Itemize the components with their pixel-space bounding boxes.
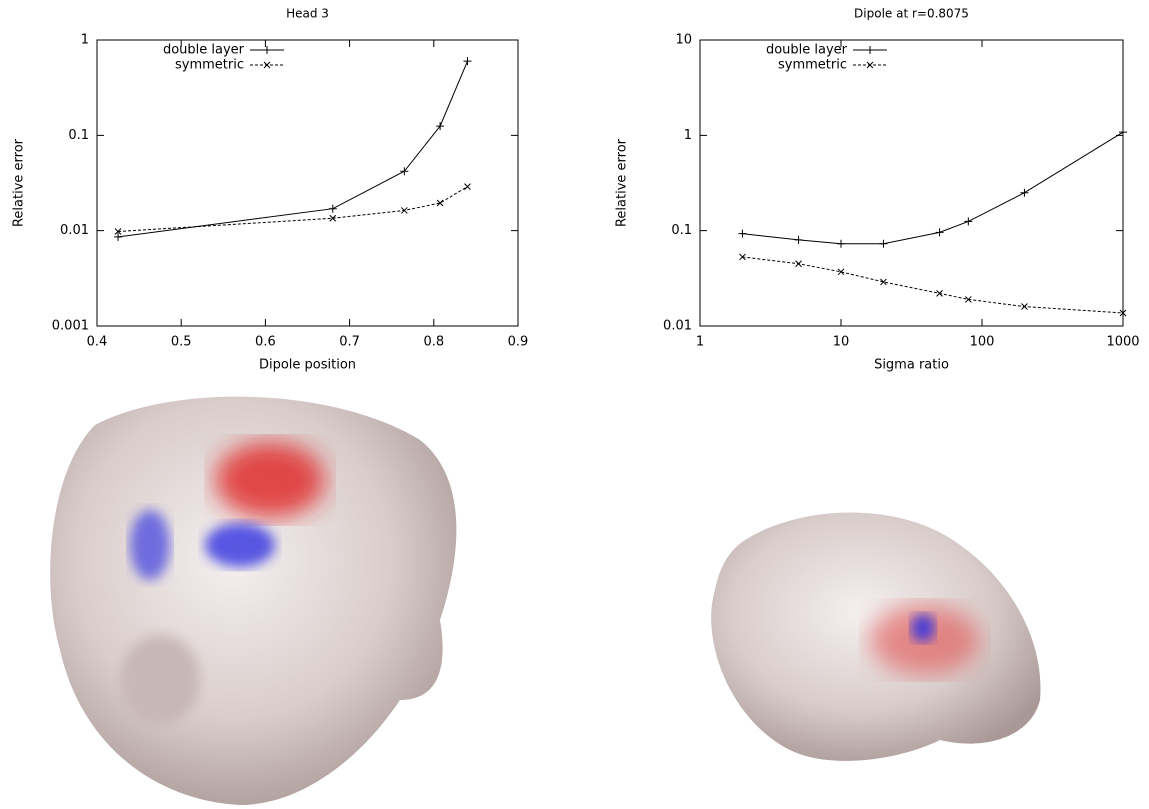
plot-frame — [96, 39, 519, 327]
point-marker — [1020, 188, 1029, 197]
x-tick-label: 0.5 — [171, 335, 192, 350]
y-axis-label: Relative error — [615, 138, 630, 227]
legend-label: double layer — [163, 43, 245, 58]
legend-label: symmetric — [175, 58, 244, 73]
x-tick-label: 0.8 — [423, 335, 444, 350]
point-marker — [936, 290, 943, 297]
x-tick-label: 1 — [696, 335, 704, 350]
legend-marker — [866, 46, 874, 54]
plot-frame — [699, 39, 1124, 327]
x-tick-label: 1000 — [1106, 335, 1139, 350]
point-marker — [880, 278, 887, 286]
point-marker — [114, 232, 123, 241]
point-marker — [738, 229, 747, 238]
y-tick-label: 1 — [81, 33, 89, 48]
x-tick-label: 0.7 — [339, 335, 360, 350]
legend-marker — [263, 61, 271, 69]
point-marker — [463, 57, 472, 66]
point-marker — [964, 296, 972, 303]
chart-title: Head 3 — [286, 7, 329, 21]
point-marker — [400, 167, 409, 176]
x-axis-label: Dipole position — [259, 358, 356, 373]
point-marker — [400, 207, 408, 214]
y-tick-label: 0.1 — [68, 128, 89, 143]
point-marker — [837, 239, 845, 248]
legend-marker — [866, 61, 874, 69]
legend-marker — [263, 46, 271, 54]
x-tick-label: 10 — [833, 335, 850, 350]
point-marker — [464, 183, 471, 190]
point-marker — [1119, 128, 1127, 137]
chart-title: Dipole at r=0.8075 — [854, 7, 969, 21]
point-marker — [1119, 309, 1127, 317]
point-marker — [329, 214, 337, 222]
point-marker — [837, 268, 845, 276]
x-tick-label: 100 — [970, 335, 995, 350]
x-tick-label: 0.4 — [87, 335, 108, 350]
y-tick-label: 0.01 — [663, 319, 692, 334]
x-tick-label: 0.9 — [508, 335, 529, 350]
y-tick-label: 0.01 — [60, 223, 89, 238]
point-marker — [114, 228, 122, 235]
head-render-right — [711, 512, 1041, 761]
x-axis-label: Sigma ratio — [874, 358, 949, 373]
series-line — [742, 256, 1124, 314]
y-tick-label: 10 — [675, 33, 692, 48]
point-marker — [436, 199, 444, 207]
point-marker — [328, 204, 337, 213]
point-marker — [739, 253, 746, 261]
point-marker — [964, 217, 973, 226]
head-render-left — [50, 396, 457, 805]
point-marker — [1021, 303, 1028, 310]
series-line — [742, 131, 1124, 245]
y-tick-label: 1 — [684, 128, 692, 143]
series-line — [117, 60, 468, 238]
y-axis-label: Relative error — [12, 138, 27, 227]
y-tick-label: 0.001 — [52, 319, 89, 334]
y-tick-label: 0.1 — [671, 223, 692, 238]
point-marker — [794, 235, 803, 244]
legend-label: symmetric — [778, 58, 847, 73]
point-marker — [935, 228, 944, 237]
series-line — [118, 186, 468, 233]
x-tick-label: 0.6 — [255, 335, 276, 350]
point-marker — [879, 239, 888, 248]
point-marker — [795, 260, 802, 268]
point-marker — [436, 122, 445, 131]
legend-label: double layer — [766, 43, 848, 58]
